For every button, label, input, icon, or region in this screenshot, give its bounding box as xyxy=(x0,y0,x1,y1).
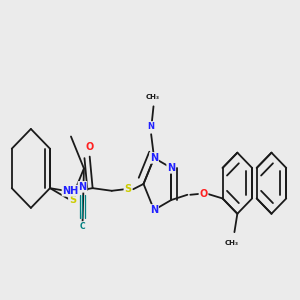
Text: N: N xyxy=(148,122,154,131)
Text: S: S xyxy=(69,195,76,206)
Text: CH₃: CH₃ xyxy=(224,240,239,246)
Text: N: N xyxy=(150,153,158,163)
Text: O: O xyxy=(85,142,94,152)
Text: N: N xyxy=(150,205,158,215)
Text: CH₃: CH₃ xyxy=(146,94,160,100)
Text: C: C xyxy=(80,222,85,231)
Text: N: N xyxy=(167,163,175,173)
Text: N: N xyxy=(78,182,86,192)
Text: O: O xyxy=(200,189,208,199)
Text: NH: NH xyxy=(62,186,79,196)
Text: S: S xyxy=(124,184,131,194)
